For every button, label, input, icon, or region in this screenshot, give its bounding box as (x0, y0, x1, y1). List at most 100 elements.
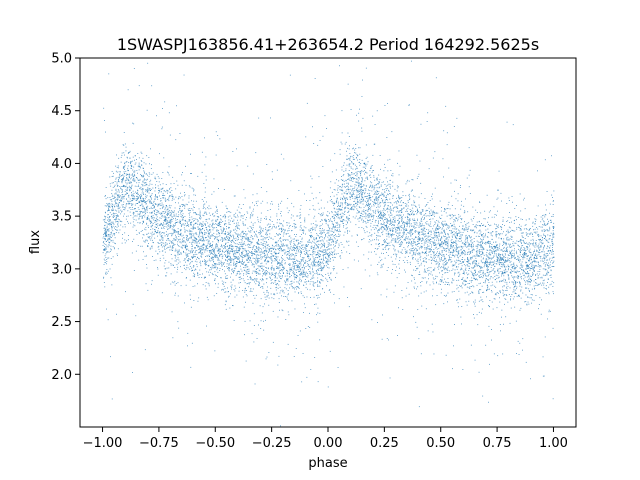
data-point (108, 203, 109, 205)
data-point (245, 244, 247, 246)
data-point (278, 225, 279, 227)
data-point (229, 259, 230, 261)
data-point (126, 177, 128, 179)
data-point (334, 208, 336, 210)
data-point (317, 269, 319, 271)
data-point (154, 198, 156, 200)
data-point (365, 222, 367, 224)
data-point (524, 276, 526, 278)
data-point (206, 232, 207, 234)
data-point (437, 220, 439, 222)
data-point (117, 229, 119, 231)
data-point (192, 228, 194, 229)
data-point (450, 230, 452, 232)
data-point (293, 262, 294, 264)
data-point (451, 195, 453, 197)
data-point (207, 241, 209, 243)
data-point (332, 257, 333, 258)
data-point (543, 220, 545, 222)
data-point (463, 261, 465, 263)
data-point (266, 242, 268, 243)
data-point (475, 274, 477, 276)
data-point (341, 204, 343, 206)
data-point (289, 276, 291, 277)
data-point (436, 228, 438, 229)
data-point (299, 263, 300, 265)
data-point (549, 267, 551, 268)
data-point (330, 230, 332, 232)
data-point (343, 186, 345, 188)
data-point (255, 294, 257, 296)
data-point (424, 214, 426, 216)
data-point (402, 202, 404, 204)
data-point (205, 261, 206, 263)
data-point (425, 290, 427, 292)
data-point (500, 271, 502, 272)
data-point (467, 227, 469, 229)
data-point (369, 187, 370, 188)
data-point (161, 188, 163, 190)
data-point (304, 268, 305, 270)
data-point (169, 219, 171, 221)
data-point (194, 285, 196, 287)
data-point (420, 229, 422, 230)
data-point (452, 254, 453, 256)
data-point (207, 222, 209, 224)
data-point (438, 283, 440, 285)
data-point (131, 204, 133, 206)
data-point (486, 267, 488, 269)
data-point (300, 281, 302, 283)
data-point (332, 202, 334, 204)
data-point (198, 258, 200, 259)
data-point (127, 178, 129, 180)
data-point (508, 217, 510, 218)
data-point (293, 356, 295, 357)
data-point (419, 257, 421, 259)
data-point (455, 232, 456, 234)
data-point (346, 189, 348, 191)
data-point (243, 189, 245, 191)
data-point (427, 330, 429, 332)
data-point (204, 229, 205, 231)
data-point (383, 226, 384, 228)
data-point (335, 245, 336, 247)
data-point (227, 240, 229, 241)
data-point (413, 202, 415, 204)
data-point (114, 248, 115, 250)
data-point (322, 263, 324, 265)
data-point (345, 170, 347, 172)
data-point (468, 246, 470, 247)
data-point (123, 185, 125, 187)
data-point (386, 270, 388, 271)
data-point (489, 271, 491, 273)
data-point (190, 250, 192, 252)
data-point (473, 277, 475, 279)
data-point (182, 218, 184, 220)
data-point (538, 234, 540, 236)
data-point (448, 236, 450, 238)
data-point (216, 229, 218, 231)
data-point (274, 251, 276, 253)
data-point (426, 238, 428, 239)
data-point (445, 268, 447, 269)
data-point (470, 240, 472, 241)
data-point (538, 248, 540, 250)
data-point (346, 251, 348, 253)
data-point (498, 276, 500, 278)
data-point (130, 167, 132, 169)
data-point (117, 214, 118, 216)
data-point (188, 231, 190, 233)
data-point (320, 215, 322, 217)
data-point (308, 281, 310, 282)
data-point (158, 232, 160, 234)
data-point (139, 201, 141, 203)
data-point (152, 205, 154, 206)
data-point (514, 257, 515, 259)
data-point (355, 203, 356, 205)
data-point (210, 231, 212, 233)
data-point (168, 172, 169, 174)
data-point (240, 208, 242, 209)
data-point (370, 181, 371, 183)
data-point (136, 199, 138, 201)
data-point (224, 247, 226, 249)
